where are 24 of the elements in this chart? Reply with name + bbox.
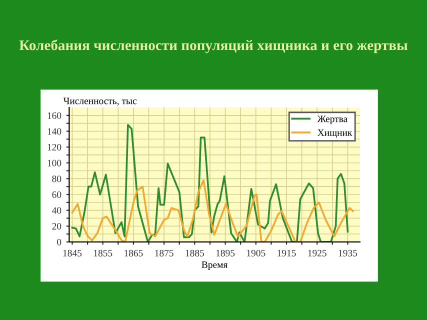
- x-tick-label: 1925: [308, 250, 326, 256]
- x-tick-label: 1885: [186, 250, 204, 256]
- y-tick-label: 80: [52, 176, 62, 182]
- x-tick-label: 1905: [247, 250, 266, 256]
- x-tick-label: 1915: [278, 250, 296, 256]
- y-tick-label: 140: [48, 128, 62, 135]
- x-tick-label: 1855: [94, 250, 112, 256]
- y-tick-label: 40: [52, 207, 62, 214]
- x-tick-label: 1865: [124, 250, 143, 256]
- y-tick-label: 20: [52, 223, 62, 230]
- x-tick-label: 1935: [338, 250, 358, 256]
- y-tick-label: 160: [48, 112, 62, 119]
- x-tick-label: 1875: [155, 250, 174, 256]
- x-axis-title: Время: [202, 262, 228, 270]
- chart-title: Колебания численности популяций хищника и его жертвы: [19, 40, 408, 54]
- x-tick-label: 1895: [216, 250, 235, 256]
- y-tick-label: 100: [48, 160, 62, 166]
- y-tick-label: 0: [57, 238, 62, 246]
- y-tick-label: 120: [48, 144, 62, 151]
- x-tick-label: 1845: [63, 250, 82, 256]
- y-axis-title: Численность, тыс: [63, 98, 137, 106]
- legend-label: Жертва: [317, 116, 348, 124]
- legend-label: Хищник: [318, 129, 352, 138]
- y-tick-label: 60: [52, 191, 62, 198]
